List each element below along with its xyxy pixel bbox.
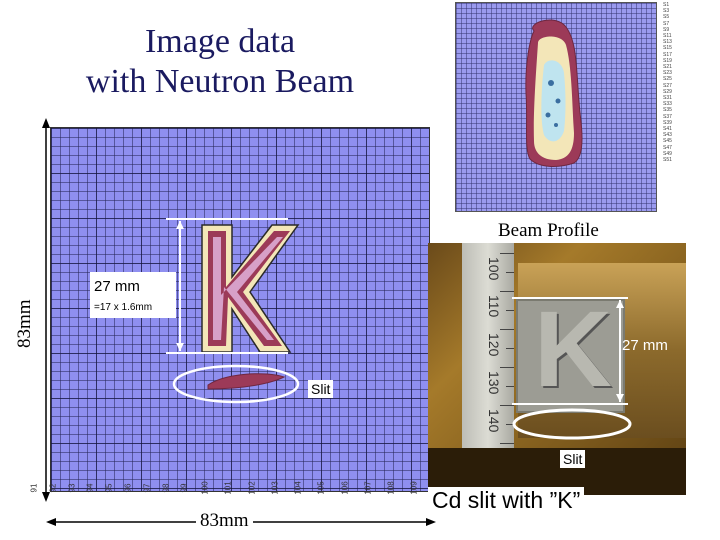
slit-label: Slit — [308, 380, 334, 398]
beam-row-label: S13 — [663, 39, 672, 46]
beam-row-label: S11 — [663, 33, 672, 40]
k-pixels-label: =17 x 1.6mm — [94, 302, 153, 313]
slide-title: Image data with Neutron Beam — [40, 22, 400, 102]
k-pixels-box: =17 x 1.6mm — [90, 298, 176, 318]
ruler-number: 110 — [486, 295, 502, 318]
slit-ellipse — [172, 364, 300, 404]
beam-row-label: S35 — [663, 107, 672, 114]
x-tick-label: 104 — [293, 481, 303, 495]
beam-row-label: S27 — [663, 82, 672, 89]
photo-k-height-dimension — [512, 297, 632, 440]
beam-row-label: S31 — [663, 95, 672, 102]
beam-row-label: S43 — [663, 132, 672, 139]
title-line-2: with Neutron Beam — [85, 63, 355, 100]
x-tick-label: 105 — [317, 481, 327, 495]
x-tick-label: 108 — [386, 481, 396, 495]
beam-row-label: S19 — [663, 57, 672, 64]
beam-row-label: S49 — [663, 150, 672, 157]
beam-row-label: S29 — [663, 88, 672, 95]
neutron-image-k — [201, 224, 300, 390]
beam-row-label: S33 — [663, 101, 672, 108]
beam-row-label: S37 — [663, 113, 672, 120]
x-tick-label: 102 — [247, 481, 257, 495]
x-tick-label: 107 — [363, 481, 373, 495]
title-line-1: Image data — [144, 23, 296, 60]
beam-row-label: S3 — [663, 8, 670, 15]
k-height-dimension — [166, 218, 288, 354]
x-tick-label: 106 — [340, 481, 350, 495]
x-tick-label: 103 — [270, 481, 280, 495]
beam-row-label: S5 — [663, 14, 670, 21]
beam-row-labels: S1 S3 S5 S7 S9 S11 S13 S15 S17 S19 S21 S… — [663, 2, 693, 163]
beam-row-label: S1 — [663, 2, 670, 8]
beam-row-label: S15 — [663, 45, 672, 52]
beam-row-label: S45 — [663, 138, 672, 145]
cd-slit-photo: 100 110 120 130 140 150 K — [428, 243, 686, 495]
photo-slit-label: Slit — [560, 450, 586, 468]
beam-profile-image — [525, 19, 583, 167]
k-height-box: 27 mm — [90, 272, 176, 298]
photo-caption: Cd slit with ”K” — [428, 487, 585, 514]
x-tick-label: 101 — [224, 481, 234, 495]
beam-row-label: S39 — [663, 119, 672, 126]
ruler-number: 120 — [486, 333, 502, 357]
k-height-label: 27 mm — [94, 278, 140, 295]
vertical-dimension-box: 83mm — [14, 270, 44, 350]
beam-row-label: S9 — [663, 26, 670, 33]
main-x-ticks: 91 92 93 94 95 96 97 98 99 100 101 102 1… — [29, 477, 428, 499]
vertical-dimension-label: 83mm — [14, 297, 36, 350]
photo-k-height-label: 27 mm — [622, 337, 668, 354]
beam-row-label: S23 — [663, 70, 672, 77]
beam-row-label: S21 — [663, 64, 672, 71]
beam-row-label: S41 — [663, 126, 672, 133]
k-plate — [516, 299, 625, 413]
beam-profile-label: Beam Profile — [498, 220, 599, 241]
ruler-number: 100 — [486, 257, 502, 281]
beam-row-label: S7 — [663, 20, 670, 27]
beam-row-label: S25 — [663, 76, 672, 83]
x-tick-label: 99 — [179, 483, 189, 493]
ruler-number: 130 — [486, 371, 502, 395]
vertical-dimension-arrow — [42, 118, 50, 502]
beam-row-label: S51 — [663, 157, 672, 164]
k-letter-cutout: K — [534, 288, 612, 409]
beam-row-label: S47 — [663, 144, 672, 151]
x-tick-label: 100 — [200, 481, 210, 495]
ruler-number: 140 — [486, 409, 502, 433]
horizontal-dimension-label: 83mm — [196, 510, 253, 532]
beam-row-label: S17 — [663, 51, 672, 58]
beam-profile-grid — [455, 2, 657, 212]
